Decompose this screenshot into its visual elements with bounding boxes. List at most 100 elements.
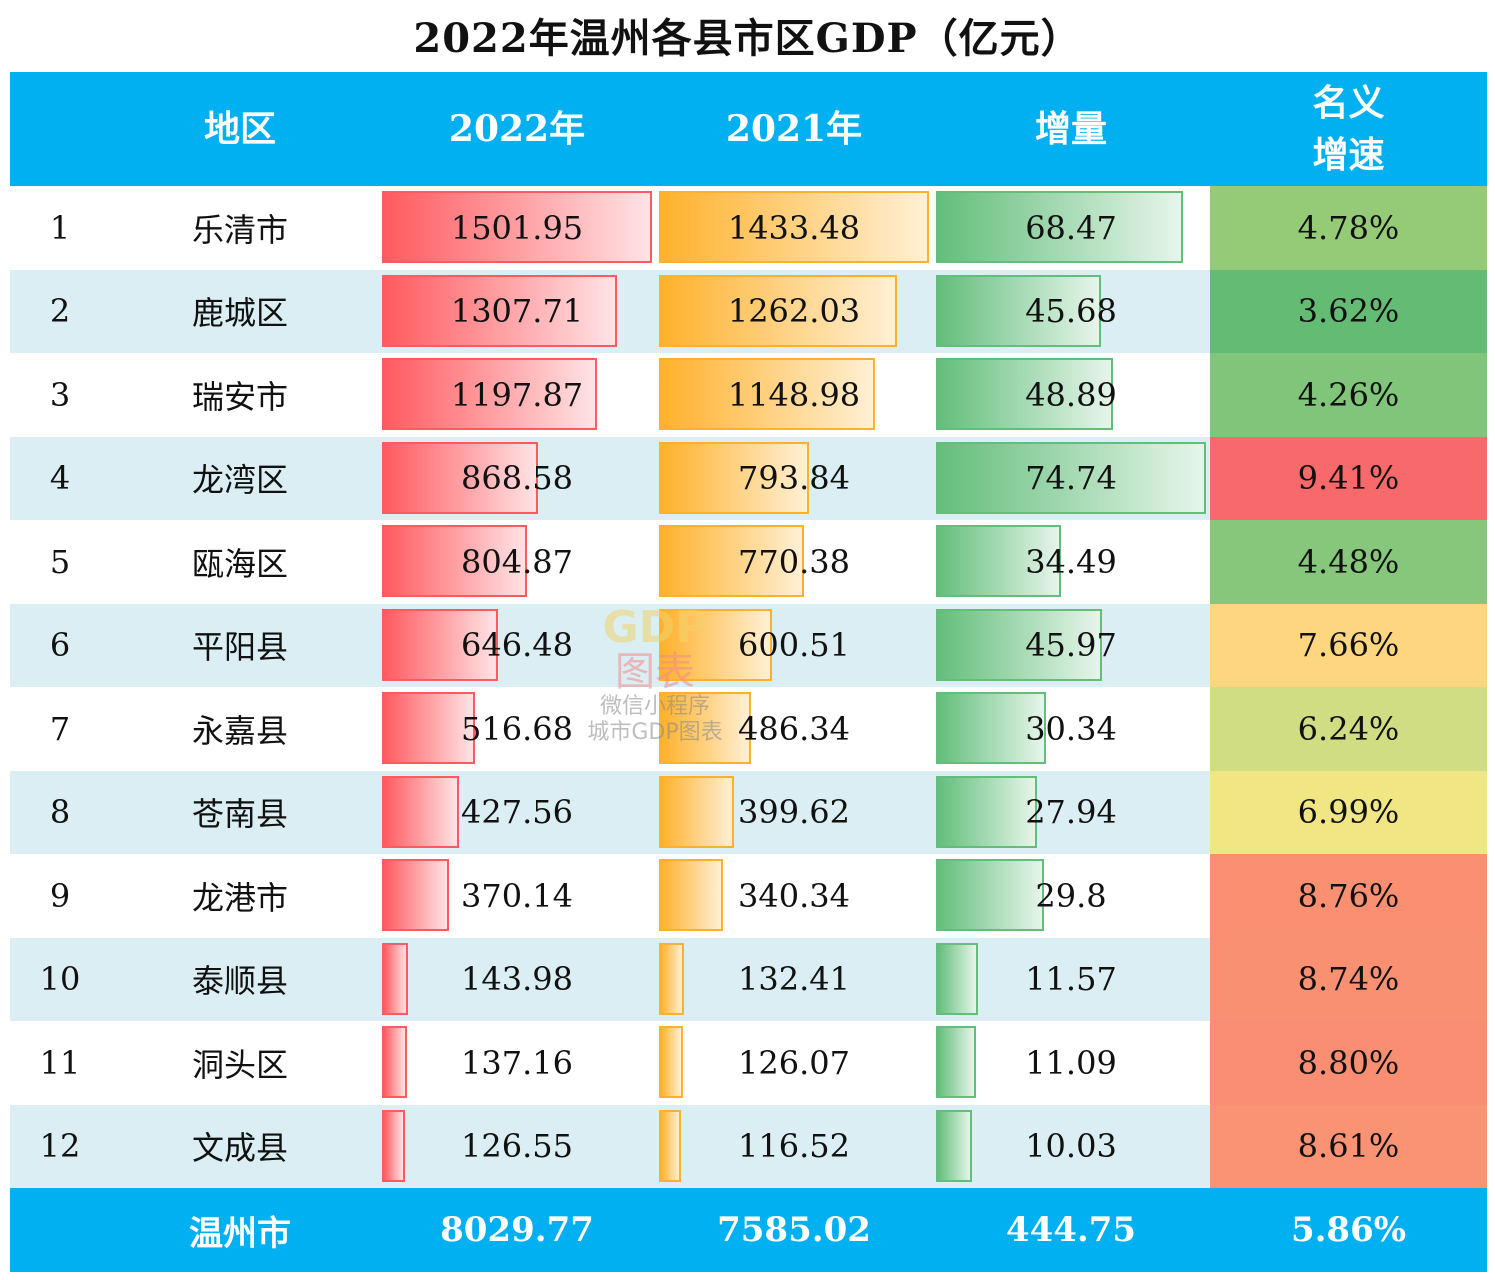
table-row: 9 龙港市 370.14 340.34 29.8 8.76% (10, 854, 1487, 938)
growth-cell-bg (1210, 770, 1487, 854)
rank-cell: 11 (39, 1043, 81, 1082)
total-region: 温州市 (189, 1213, 291, 1254)
chart-title: 2022年温州各县市区GDP（亿元） (413, 15, 1082, 62)
bar-2022 (382, 274, 618, 347)
bar-2022 (382, 1109, 405, 1182)
growth-label: 8.74% (1297, 960, 1400, 999)
increase-label: 74.74 (1025, 459, 1117, 498)
table-row: 3 瑞安市 1197.87 1148.98 48.89 4.26% (10, 353, 1487, 437)
growth-label: 6.24% (1297, 709, 1400, 748)
gdp-2021-label: 793.84 (738, 459, 850, 498)
table-row: 4 龙湾区 868.58 793.84 74.74 9.41% (10, 436, 1487, 520)
bar-increase (936, 1026, 977, 1098)
growth-label: 9.41% (1297, 459, 1400, 498)
gdp-2022-label: 137.16 (461, 1043, 573, 1082)
header-region: 地区 (203, 108, 276, 150)
bar-2022 (382, 441, 539, 514)
table-row: 7 永嘉县 516.68 486.34 30.34 6.24% (10, 687, 1487, 771)
growth-label: 4.78% (1297, 208, 1400, 247)
growth-label: 8.61% (1297, 1127, 1400, 1166)
gdp-2021-label: 600.51 (738, 626, 850, 665)
rank-cell: 5 (49, 542, 71, 581)
rank-cell: 6 (49, 626, 71, 665)
bar-increase (936, 358, 1113, 430)
bar-increase (936, 191, 1184, 263)
region-cell: 瑞安市 (191, 377, 288, 416)
increase-label: 68.47 (1025, 208, 1117, 247)
header-growth-line1: 名义 (1312, 82, 1385, 124)
growth-label: 8.76% (1297, 876, 1400, 915)
bar-increase (936, 692, 1046, 764)
region-cell: 平阳县 (191, 628, 288, 667)
bar-2022 (382, 692, 475, 764)
bar-2022 (382, 358, 598, 430)
region-cell: 苍南县 (191, 795, 288, 834)
increase-label: 11.57 (1025, 960, 1117, 999)
gdp-2022-label: 516.68 (461, 709, 573, 748)
bar-increase (936, 1109, 973, 1182)
region-cell: 洞头区 (191, 1045, 288, 1084)
region-cell: 文成县 (191, 1129, 288, 1168)
region-cell: 瓯海区 (191, 544, 288, 583)
total-2021: 7585.02 (717, 1210, 871, 1250)
rank-cell: 12 (39, 1127, 81, 1166)
gdp-2021-label: 1433.48 (727, 208, 861, 247)
bar-increase (936, 274, 1101, 347)
bar-2021 (659, 274, 897, 347)
rank-cell: 2 (49, 292, 71, 331)
table-row: 5 瓯海区 804.87 770.38 34.49 4.48% (10, 520, 1487, 604)
table-row: 12 文成县 126.55 116.52 10.03 8.61% (10, 1104, 1487, 1188)
gdp-2021-label: 770.38 (738, 542, 850, 581)
growth-cell-bg (1210, 603, 1487, 687)
bar-2022 (382, 191, 652, 263)
growth-cell-bg (1210, 854, 1487, 938)
increase-label: 45.68 (1025, 292, 1117, 331)
bar-2022 (382, 525, 527, 597)
gdp-2022-label: 370.14 (461, 876, 573, 915)
bar-2022 (382, 1026, 407, 1098)
bar-2021 (659, 775, 735, 848)
bar-increase (936, 942, 978, 1015)
table-row: 8 苍南县 427.56 399.62 27.94 6.99% (10, 770, 1487, 854)
increase-label: 11.09 (1025, 1043, 1117, 1082)
bar-2022 (382, 942, 408, 1015)
table-row: 11 洞头区 137.16 126.07 11.09 8.80% (10, 1021, 1487, 1105)
gdp-2022-label: 868.58 (461, 459, 573, 498)
gdp-2021-label: 132.41 (738, 960, 850, 999)
header-2022: 2022年 (448, 108, 586, 150)
bar-2021 (659, 358, 876, 430)
region-cell: 永嘉县 (191, 711, 288, 750)
bar-2021 (659, 1026, 683, 1098)
region-cell: 龙港市 (191, 878, 288, 917)
table-header: 地区 2022年 2021年 增量 名义 增速 (10, 72, 1487, 186)
total-increase: 444.75 (1005, 1210, 1137, 1250)
bar-increase (936, 608, 1103, 681)
gdp-2022-label: 1197.87 (450, 375, 584, 414)
bar-2022 (382, 775, 459, 848)
table-row: 6 平阳县 646.48 600.51 45.97 7.66% (10, 603, 1487, 687)
total-2022: 8029.77 (440, 1210, 594, 1250)
region-cell: 泰顺县 (191, 962, 288, 1001)
increase-label: 48.89 (1025, 375, 1117, 414)
table-body: 1 乐清市 1501.95 1433.48 68.47 4.78% 2 鹿城区 1307.71 1… (10, 186, 1487, 1188)
gdp-2022-label: 143.98 (461, 960, 573, 999)
growth-cell-bg (1210, 687, 1487, 771)
bar-2021 (659, 942, 684, 1015)
table-total-row: 温州市 8029.77 7585.02 444.75 5.86% (10, 1188, 1487, 1272)
bar-2021 (659, 859, 724, 931)
header-2021: 2021年 (725, 108, 863, 150)
table-row: 10 泰顺县 143.98 132.41 11.57 8.74% (10, 937, 1487, 1021)
table-row: 1 乐清市 1501.95 1433.48 68.47 4.78% (10, 186, 1487, 270)
gdp-2021-label: 486.34 (738, 709, 850, 748)
header-increase: 增量 (1034, 108, 1107, 150)
gdp-2022-label: 804.87 (461, 542, 573, 581)
gdp-2022-label: 126.55 (461, 1127, 573, 1166)
gdp-2021-label: 340.34 (738, 876, 850, 915)
gdp-2021-label: 126.07 (738, 1043, 850, 1082)
growth-cell-bg (1210, 520, 1487, 604)
growth-cell-bg (1210, 186, 1487, 270)
rank-cell: 1 (49, 208, 71, 247)
increase-label: 34.49 (1025, 542, 1117, 581)
growth-cell-bg (1210, 1021, 1487, 1105)
bar-2021 (659, 608, 773, 681)
